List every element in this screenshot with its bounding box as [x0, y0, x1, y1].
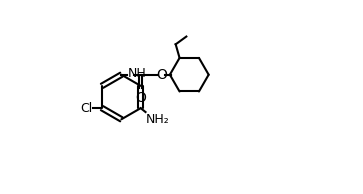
Text: NH: NH — [127, 67, 146, 80]
Text: O: O — [157, 68, 168, 82]
Text: Cl: Cl — [81, 102, 93, 115]
Text: O: O — [135, 91, 146, 105]
Text: NH₂: NH₂ — [146, 113, 170, 126]
